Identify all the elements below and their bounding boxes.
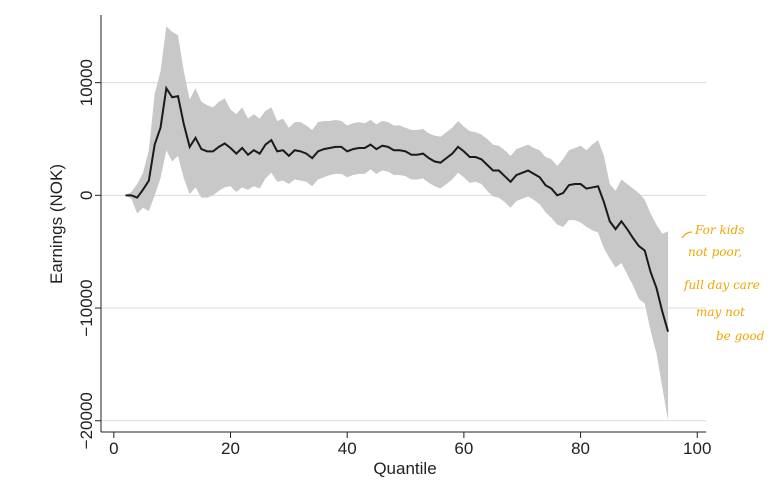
x-axis-label: Quantile <box>373 459 436 478</box>
confidence-band <box>125 26 669 421</box>
annotation-text: full day care <box>683 278 760 292</box>
annotation-text: For kids <box>694 223 744 237</box>
annotation-text: be good <box>716 329 765 343</box>
x-tick-label: 100 <box>683 439 711 458</box>
x-tick-label: 60 <box>454 439 473 458</box>
x-tick-label: 0 <box>109 439 118 458</box>
x-tick-label: 20 <box>221 439 240 458</box>
annotation-text: may not <box>696 305 745 319</box>
y-tick-label: −10000 <box>77 279 96 336</box>
y-tick-label: −20000 <box>77 392 96 449</box>
x-tick-label: 40 <box>338 439 357 458</box>
annotation-text: not poor, <box>688 245 742 259</box>
x-tick-label: 80 <box>571 439 590 458</box>
y-axis-label: Earnings (NOK) <box>47 164 66 284</box>
y-tick-label: 10000 <box>77 59 96 106</box>
estimate-line <box>125 85 670 332</box>
annotation-stroke <box>681 231 693 239</box>
y-tick-label: 0 <box>77 191 96 200</box>
